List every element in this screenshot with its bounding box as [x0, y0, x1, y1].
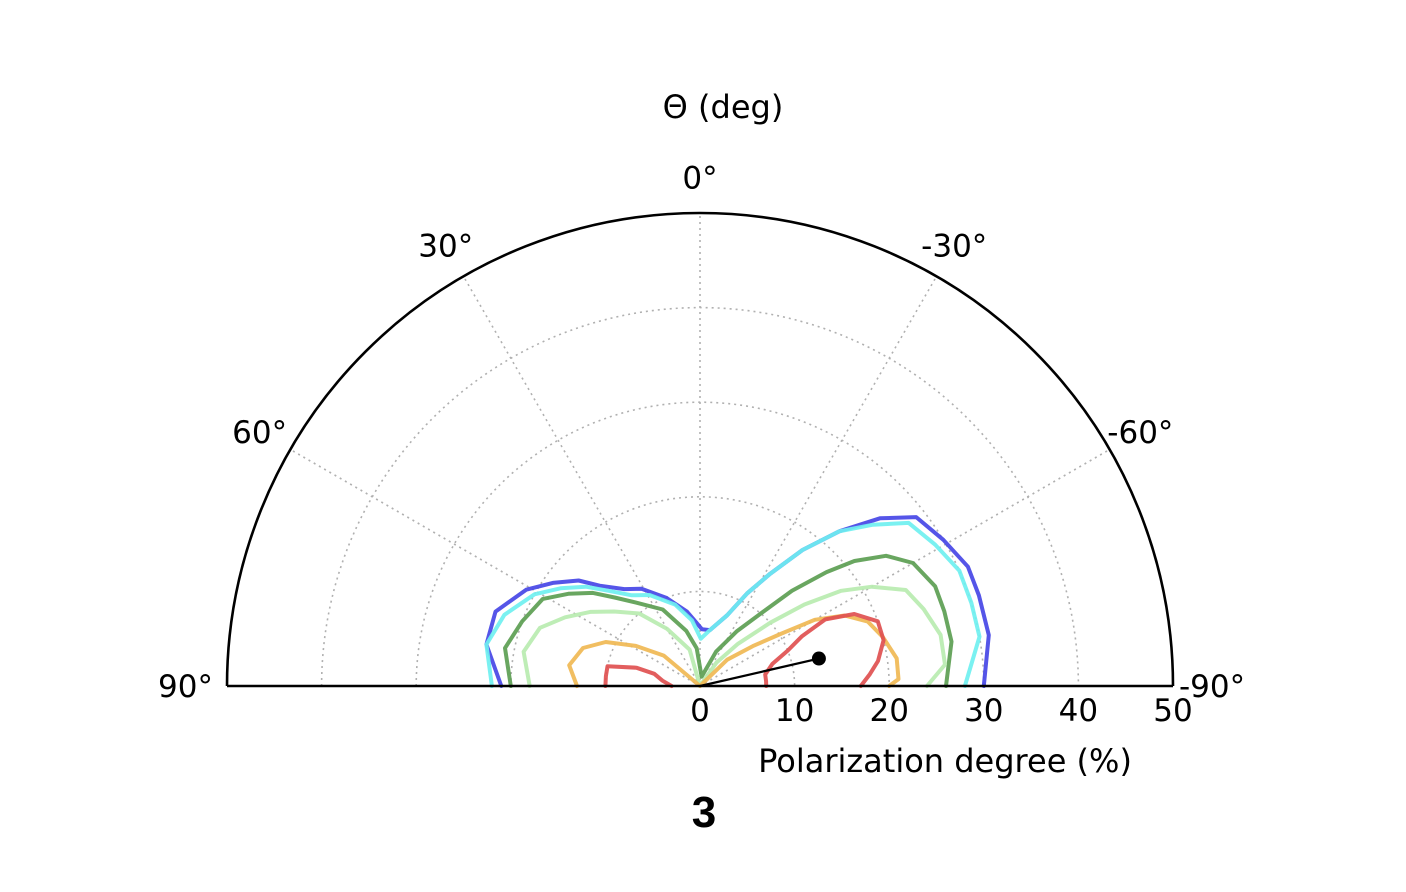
panel-label: 3: [692, 788, 716, 837]
contour-line-6: [763, 612, 886, 688]
contour-line-3: [521, 584, 947, 688]
r-tick-label: 30: [964, 693, 1003, 729]
theta-axis-title: Θ (deg): [663, 88, 784, 126]
mean-vector-line: [699, 657, 820, 688]
theta-gridline-5: [699, 448, 1111, 687]
contour-line-1: [484, 520, 982, 688]
contour-line-0: [484, 515, 991, 688]
grid-layer: [289, 213, 1111, 687]
theta-tick-label: 30°: [418, 229, 473, 265]
theta-tick-label: -90°: [1179, 669, 1245, 705]
marker-layer: [699, 651, 826, 688]
theta-tick-label: 90°: [158, 669, 213, 705]
theta-tick-label: 60°: [232, 415, 287, 451]
contour-line-4: [567, 613, 901, 688]
polar-outer-arc: [225, 211, 1175, 687]
r-tick-label: 0: [690, 693, 710, 729]
r-tick-label: 10: [775, 693, 814, 729]
contour-line-2: [503, 553, 954, 688]
theta-gridline-4: [699, 275, 938, 687]
r-tick-label: 20: [869, 693, 908, 729]
theta-tick-label: -30°: [921, 229, 987, 265]
r-axis-title: Polarization degree (%): [758, 742, 1132, 780]
contour-line-5: [603, 664, 674, 688]
r-tick-label: 40: [1059, 693, 1098, 729]
mean-vector-point: [811, 651, 826, 666]
contour-layer: [484, 515, 991, 688]
r-gridline-1: [604, 590, 796, 687]
theta-gridline-1: [289, 448, 701, 687]
r-tick-label: 50: [1153, 693, 1192, 729]
theta-tick-label: -60°: [1107, 415, 1173, 451]
theta-tick-label: 0°: [682, 161, 717, 197]
label-layer: 90° 60° 30° 0° -30° -60° -90° 0 10 20 30 40 50: [158, 161, 1245, 729]
theta-gridline-2: [462, 275, 701, 687]
